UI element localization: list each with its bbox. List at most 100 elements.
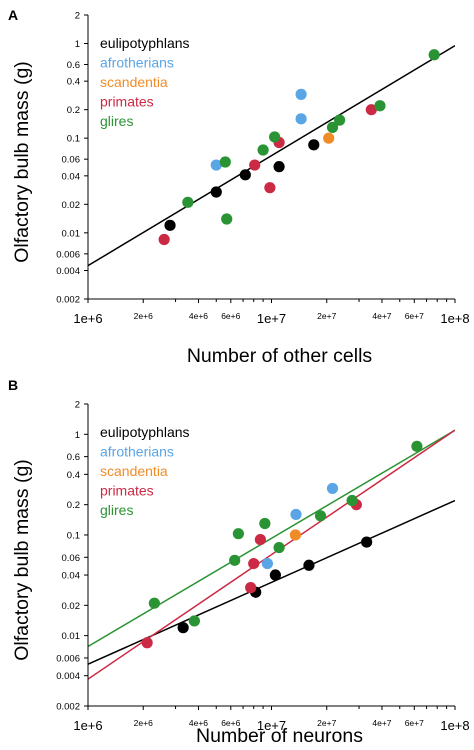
data-point [188,615,200,627]
legend: eulipotyphlans afrotherians scandentia prim… [100,424,190,518]
x-tick-label: 1e+7 [257,311,286,326]
legend-entry-glires: glires [100,502,133,518]
y-tick-label: 2 [75,11,80,22]
data-point [273,541,285,554]
legend: eulipotyphlans afrotherians scandentia prim… [100,35,190,129]
panel-A: A 1e+6 2e+6 4e+6 6e+6 1e+7 2e+7 4e+7 6e+7 1e+8 0.0… [8,7,470,367]
panel-B: B 1e+6 2e+6 4e+6 6e+6 1e+7 2e+7 4e+7 6e+7 1e+8 0.0… [8,377,470,747]
data-point [221,213,233,225]
data-point [248,557,260,570]
x-tick-label: 1e+8 [440,718,469,733]
x-tick-label: 1e+7 [257,718,286,733]
y-axis-title: Olfactory bulb mass (g) [11,459,33,661]
data-point [303,559,315,571]
y-tick-label: 2 [75,400,80,411]
data-point [269,569,281,581]
x-tick-label: 1e+8 [440,311,469,326]
legend-entry-afrotherians: afrotherians [100,444,174,460]
data-point [232,528,244,540]
y-tick-label: 0.6 [67,452,80,463]
y-tick-label: 0.4 [67,77,80,88]
fit-line [88,429,455,648]
y-tick-label: 0.006 [56,249,80,260]
y-tick-label: 0.006 [56,653,80,664]
data-point [210,159,222,171]
y-tick-label: 0.02 [62,601,81,612]
x-tick-label: 6e+6 [221,311,240,321]
data-point [229,554,241,566]
series-glires [182,49,440,225]
legend-entry-scandentia: scandentia [100,74,168,90]
y-tick-label: 0.004 [56,671,80,682]
x-tick-label: 4e+7 [372,311,391,321]
x-tick-label: 6e+7 [405,718,424,728]
data-point [326,121,339,133]
data-point [365,104,377,116]
y-tick-label: 0.1 [67,530,80,541]
y-tick-label: 0.002 [56,702,80,713]
data-point [308,139,320,151]
data-point [361,536,373,548]
series-eulipotyphlans [164,139,320,231]
data-point [333,114,346,126]
data-point [261,557,274,570]
y-tick-label: 0.004 [56,266,80,277]
data-point [323,132,335,144]
y-tick-label: 0.2 [67,105,80,116]
y-tick-label: 0.02 [62,200,81,211]
series-afrotherians [210,88,307,171]
data-point [141,637,153,649]
panel-label: B [8,377,18,393]
legend-entry-primates: primates [100,94,154,110]
data-point [314,510,327,522]
y-axis-title: Olfactory bulb mass (g) [11,61,33,263]
y-tick-label: 0.06 [62,155,81,166]
legend-entry-afrotherians: afrotherians [100,55,174,71]
y-tick-label: 0.06 [62,553,81,564]
data-point [269,131,281,143]
series-glires [148,440,423,627]
y-tick-label: 0.2 [67,500,80,511]
x-tick-label: 1e+6 [73,311,102,326]
data-point [411,440,423,452]
data-point [158,233,170,246]
panel-label: A [8,7,18,23]
series-primates [141,499,362,649]
y-tick-label: 0.1 [67,134,80,145]
series-eulipotyphlans [177,536,373,634]
data-point [254,533,267,546]
data-point [219,156,231,168]
x-tick-label: 4e+6 [189,718,208,728]
series-primates [158,104,377,246]
y-tick-label: 1 [75,430,80,441]
x-tick-label: 2e+7 [317,311,336,321]
x-axis-title: Number of neurons [196,725,363,747]
data-point [264,182,276,194]
data-point [295,113,307,125]
x-tick-label: 2e+6 [134,718,153,728]
legend-entry-eulipotyphlans: eulipotyphlans [100,35,190,51]
data-point [257,144,269,156]
y-tick-label: 0.6 [67,60,80,71]
legend-entry-scandentia: scandentia [100,463,168,479]
data-point [290,508,302,521]
data-point [259,517,271,530]
data-point [164,219,176,231]
data-point [245,582,257,594]
x-axis-title: Number of other cells [187,345,373,367]
data-point [273,161,285,173]
x-tick-label: 2e+6 [134,311,153,321]
y-tick-label: 0.01 [62,228,81,239]
legend-entry-glires: glires [100,113,133,129]
data-point [374,100,386,112]
y-tick-label: 0.01 [62,631,81,642]
y-tick-label: 0.04 [62,571,81,582]
y-tick-label: 0.04 [62,171,81,182]
series-scandentia [323,132,335,144]
x-tick-label: 4e+6 [189,311,208,321]
x-tick-label: 6e+7 [405,311,424,321]
data-point [326,482,339,495]
data-point [428,49,440,61]
x-tick-label: 1e+6 [73,718,102,733]
